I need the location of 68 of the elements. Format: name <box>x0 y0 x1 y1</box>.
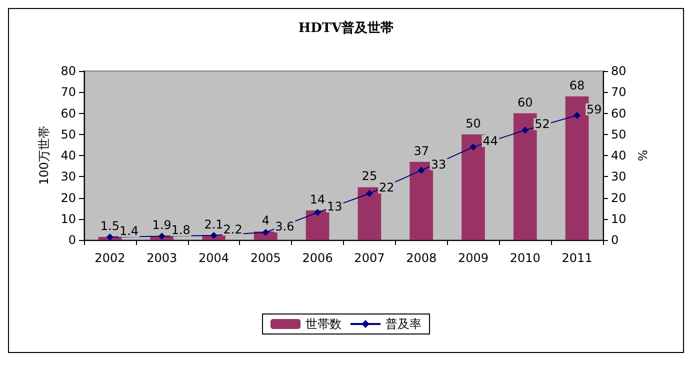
y2-tick-label: 60 <box>611 106 626 120</box>
data-label: 68 <box>569 78 585 92</box>
y2-tick-label: 10 <box>611 212 626 226</box>
bar <box>565 96 589 240</box>
y-tick-label: 0 <box>68 233 76 247</box>
data-label: 50 <box>466 116 481 130</box>
x-tick-label: 2005 <box>250 251 281 265</box>
y2-tick-label: 80 <box>611 64 626 78</box>
data-label: 22 <box>378 180 394 195</box>
bar <box>306 210 330 240</box>
data-label: 59 <box>586 102 602 116</box>
y2-tick-label: 40 <box>611 148 626 162</box>
data-label: 37 <box>414 144 429 158</box>
y2-tick-label: 50 <box>611 127 626 142</box>
point <box>158 232 166 240</box>
y-tick-label: 60 <box>60 106 76 120</box>
data-label: 2.1 <box>204 218 224 232</box>
data-label: 2.2 <box>223 222 242 236</box>
y-tick-label: 30 <box>60 170 76 184</box>
x-tick-label: 2002 <box>94 251 126 265</box>
data-label: 4 <box>262 214 270 228</box>
legend-label: 普及率 <box>386 317 422 331</box>
bar <box>462 134 485 240</box>
chart-title: HDTV普及世帯 <box>298 20 394 36</box>
point <box>210 232 218 239</box>
legend-label: 世帯数 <box>306 317 342 331</box>
point <box>106 234 114 241</box>
x-tick-label: 2008 <box>406 251 437 265</box>
x-tick-label: 2011 <box>562 251 592 265</box>
data-label: 1.9 <box>152 218 172 232</box>
data-label: 60 <box>518 95 533 110</box>
y-axis-title: 100万世帯 <box>36 126 51 185</box>
x-tick-label: 2006 <box>302 251 333 265</box>
point <box>522 126 529 134</box>
data-label: 1.5 <box>100 218 120 233</box>
data-label: 1.8 <box>171 223 190 238</box>
point <box>574 112 581 119</box>
y-tick-label: 10 <box>60 212 76 226</box>
y-tick-label: 50 <box>60 127 76 142</box>
x-tick-label: 2003 <box>146 251 178 265</box>
y-tick-label: 70 <box>60 85 76 100</box>
y2-axis-title: % <box>636 150 650 162</box>
data-label: 44 <box>482 134 498 148</box>
data-label: 13 <box>327 200 342 214</box>
bar <box>358 187 382 240</box>
point <box>366 190 373 198</box>
y2-tick-label: 70 <box>611 85 626 100</box>
x-tick-label: 2007 <box>354 251 385 265</box>
x-tick-label: 2004 <box>198 251 230 265</box>
y-tick-label: 20 <box>60 190 76 205</box>
point <box>470 144 477 151</box>
data-label: 33 <box>430 157 446 172</box>
y2-tick-label: 20 <box>611 190 626 205</box>
bar <box>410 162 434 240</box>
y-tick-label: 40 <box>60 148 76 162</box>
point <box>418 166 425 174</box>
y2-tick-label: 0 <box>611 233 619 247</box>
x-tick-label: 2009 <box>458 251 489 265</box>
point <box>314 209 322 216</box>
y2-tick-label: 30 <box>611 170 626 184</box>
data-label: 14 <box>310 192 326 206</box>
data-label: 1.4 <box>119 224 139 238</box>
data-label: 3.6 <box>275 219 294 234</box>
data-label: 25 <box>362 169 378 184</box>
data-label: 52 <box>534 117 550 132</box>
y-tick-label: 80 <box>60 64 76 78</box>
bar <box>513 113 537 240</box>
x-tick-label: 2010 <box>510 251 540 265</box>
